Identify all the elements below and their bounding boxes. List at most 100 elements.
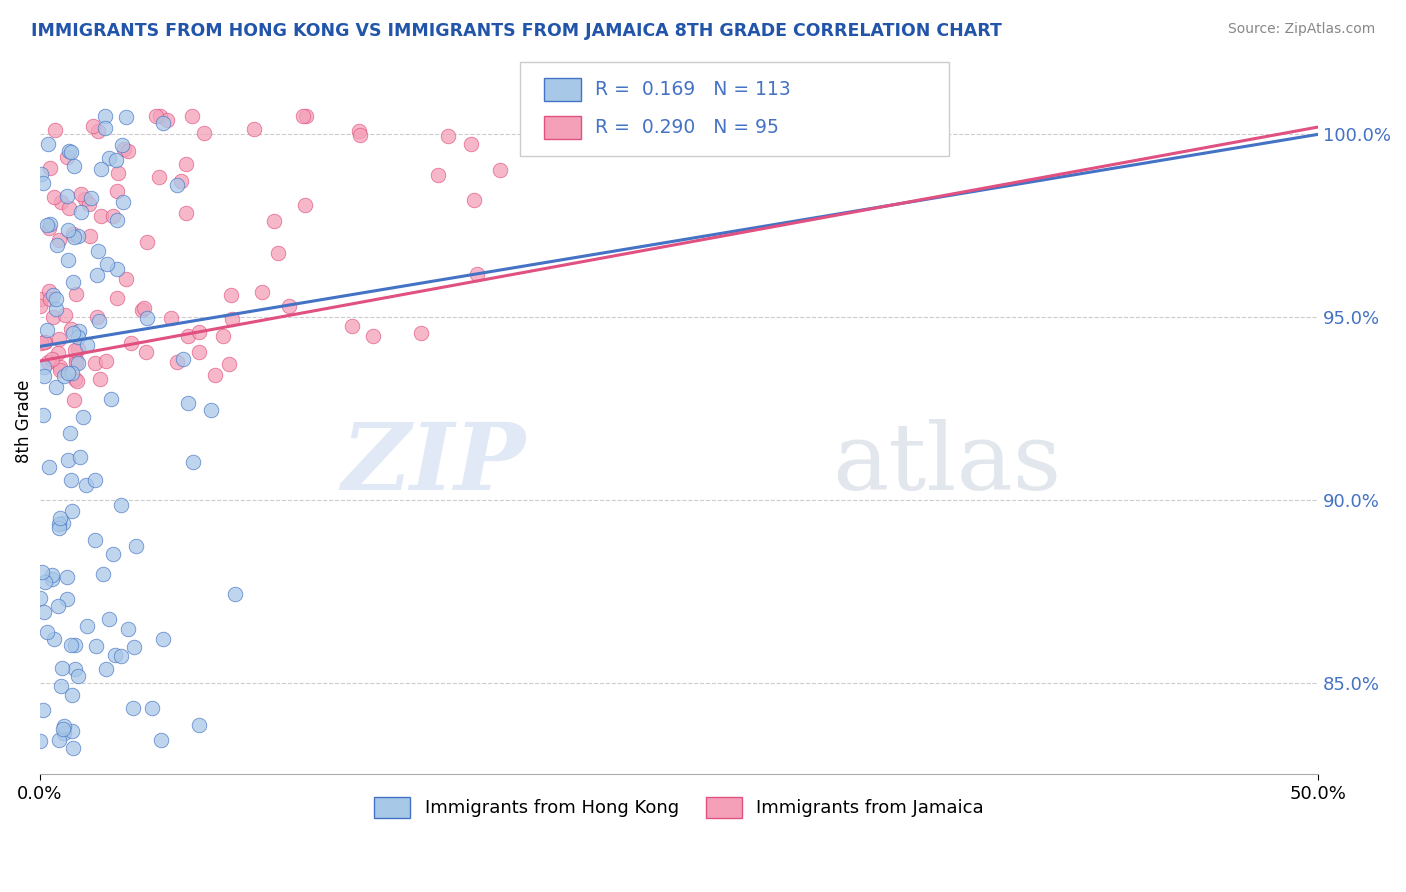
Point (221, 311, 243, 326)
Point (177, 396, 200, 410)
Point (437, 128, 460, 143)
Point (132, 301, 155, 316)
Point (224, 587, 246, 601)
Point (181, 455, 204, 469)
Point (136, 235, 159, 249)
Point (32, 334, 55, 349)
Point (292, 109, 315, 123)
Point (30, 292, 52, 306)
Point (30, 591, 52, 606)
Point (90, 161, 112, 176)
Point (48, 234, 70, 248)
Point (49, 194, 72, 209)
Point (45, 301, 67, 316)
Point (46, 599, 69, 613)
Point (160, 310, 183, 325)
Y-axis label: 8th Grade: 8th Grade (15, 380, 32, 463)
Point (75, 192, 97, 206)
Point (59, 425, 82, 440)
Point (53, 725, 76, 739)
Point (65, 352, 87, 367)
Point (76, 338, 98, 352)
Point (145, 109, 167, 123)
Point (66, 330, 89, 344)
Point (60, 366, 83, 380)
Point (45, 292, 67, 306)
Point (63, 159, 86, 173)
Point (409, 326, 432, 341)
Point (211, 329, 233, 343)
Point (70, 186, 93, 201)
Point (32, 605, 55, 619)
Point (48, 732, 70, 747)
Point (101, 547, 124, 561)
Point (267, 246, 290, 260)
Point (63, 229, 86, 244)
Point (100, 392, 122, 406)
Point (349, 128, 371, 142)
Point (69, 450, 91, 465)
Point (114, 110, 136, 124)
Point (66, 229, 89, 244)
Point (49, 359, 72, 374)
Point (170, 174, 193, 188)
Point (62, 741, 84, 756)
Point (38, 292, 60, 306)
Point (72, 410, 94, 425)
Point (76, 619, 98, 633)
Point (75, 478, 97, 492)
Point (361, 329, 384, 343)
Point (63, 392, 86, 407)
Point (117, 622, 139, 636)
Point (60, 504, 83, 518)
Point (426, 168, 449, 182)
Point (135, 344, 157, 359)
Point (107, 166, 129, 180)
Point (141, 701, 163, 715)
Point (105, 213, 128, 227)
Point (56, 150, 79, 164)
Point (62, 227, 84, 241)
Point (86, 268, 108, 283)
Point (87, 244, 110, 259)
Point (51, 722, 73, 736)
Point (250, 285, 273, 299)
Point (188, 325, 211, 339)
Point (60, 322, 83, 336)
Point (105, 185, 128, 199)
Point (48, 363, 70, 377)
Point (294, 197, 316, 211)
Point (56, 453, 79, 467)
Point (82, 119, 104, 133)
Point (46, 237, 69, 252)
Point (60, 723, 83, 738)
Point (69, 324, 91, 338)
Point (37, 219, 59, 233)
Point (131, 303, 153, 318)
Point (30, 335, 52, 350)
Point (105, 262, 128, 277)
Point (41, 573, 63, 587)
Point (63, 371, 86, 385)
Point (58, 201, 80, 215)
Point (180, 109, 202, 123)
Point (200, 403, 222, 417)
Point (28, 299, 51, 313)
Point (58, 223, 80, 237)
Point (38, 285, 60, 299)
Point (31, 176, 53, 190)
Point (166, 178, 188, 193)
Point (59, 474, 82, 488)
Point (83, 533, 105, 547)
Point (148, 170, 170, 185)
Point (44, 190, 66, 204)
Point (65, 638, 87, 652)
Point (66, 669, 89, 683)
Point (48, 332, 70, 346)
Point (104, 648, 127, 662)
Point (96, 354, 118, 368)
Point (105, 153, 128, 168)
Point (38, 459, 60, 474)
Point (66, 356, 89, 370)
Point (83, 356, 105, 370)
